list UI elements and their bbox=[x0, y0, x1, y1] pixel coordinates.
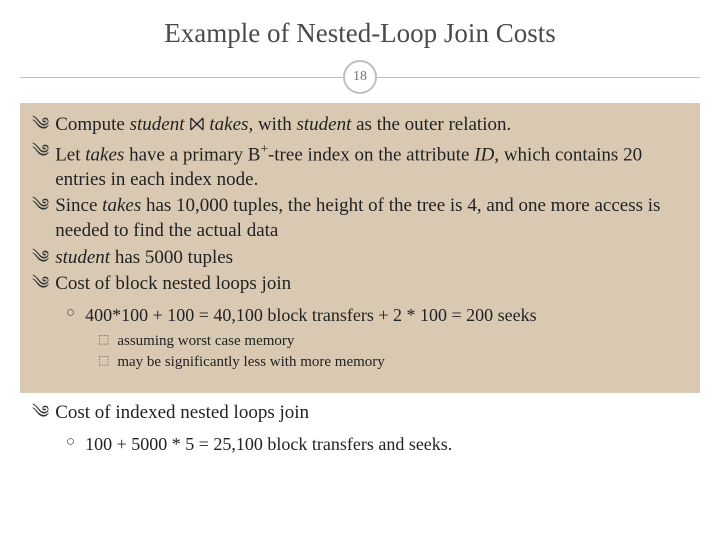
box-bullet-icon: ⬚ bbox=[98, 352, 117, 373]
subsub-bullet-item: ⬚ may be significantly less with more me… bbox=[98, 352, 688, 373]
bullet-icon: ༄ bbox=[32, 401, 55, 426]
bullet-icon: ༄ bbox=[32, 113, 55, 138]
page-number-badge: 18 bbox=[343, 60, 377, 94]
box-bullet-icon: ⬚ bbox=[98, 331, 117, 352]
sub-bullet-item: ○ 400*100 + 100 = 40,100 block transfers… bbox=[66, 303, 688, 327]
bullet-item: ༄ Let takes have a primary B+-tree index… bbox=[32, 140, 688, 193]
bullet-icon: ༄ bbox=[32, 246, 55, 271]
circle-bullet-icon: ○ bbox=[66, 303, 85, 327]
bullet-item: ༄ Cost of indexed nested loops join bbox=[32, 401, 688, 426]
sub-bullet-item: ○ 100 + 5000 * 5 = 25,100 block transfer… bbox=[66, 432, 688, 456]
bullet-icon: ༄ bbox=[32, 194, 55, 243]
bullet-icon: ༄ bbox=[32, 140, 55, 193]
content-highlight-box: ༄ Compute student ⨝ takes, with student … bbox=[20, 103, 700, 393]
title-rule: 18 bbox=[0, 57, 720, 97]
content-below-box: ༄ Cost of indexed nested loops join ○ 10… bbox=[20, 401, 700, 456]
bullet-icon: ༄ bbox=[32, 272, 55, 297]
bullet-item: ༄ Since takes has 10,000 tuples, the hei… bbox=[32, 194, 688, 243]
bullet-item: ༄ Compute student ⨝ takes, with student … bbox=[32, 113, 688, 138]
subsub-bullet-item: ⬚ assuming worst case memory bbox=[98, 331, 688, 352]
circle-bullet-icon: ○ bbox=[66, 432, 85, 456]
bullet-item: ༄ student has 5000 tuples bbox=[32, 246, 688, 271]
bullet-item: ༄ Cost of block nested loops join bbox=[32, 272, 688, 297]
page-title: Example of Nested-Loop Join Costs bbox=[0, 18, 720, 49]
